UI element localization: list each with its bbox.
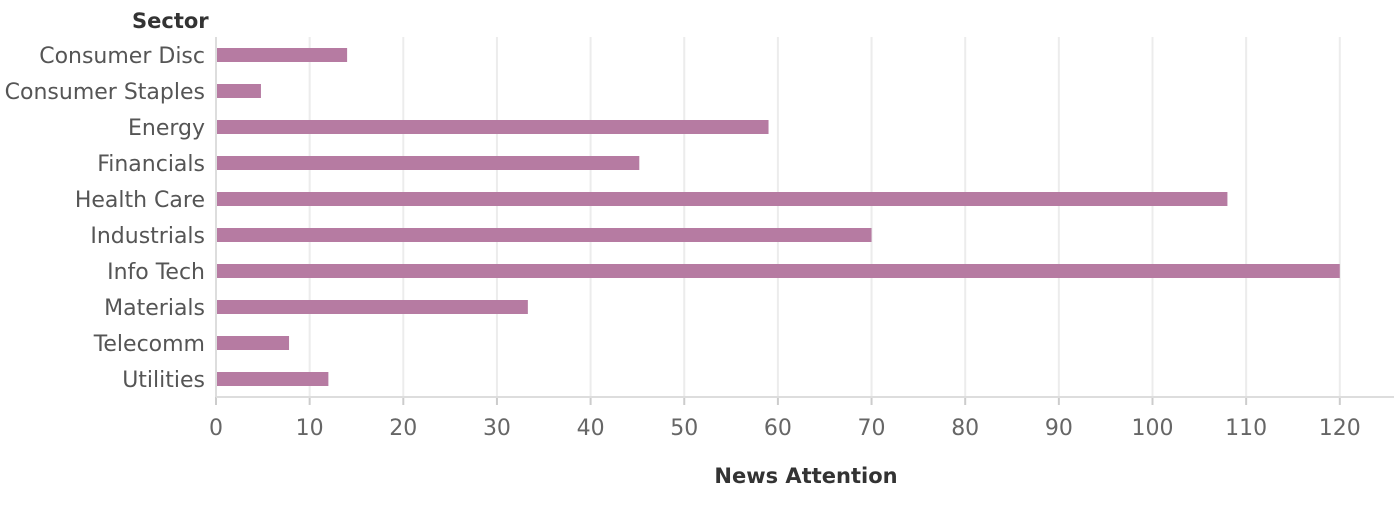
x-tick-label-70: 70 (858, 416, 886, 441)
x-tick-label-80: 80 (951, 416, 979, 441)
y-axis-title: Sector (132, 9, 209, 33)
category-label-consumer-disc: Consumer Disc (39, 44, 205, 69)
bar-info-tech[interactable] (217, 264, 1340, 278)
x-tick-label-120: 120 (1319, 416, 1361, 441)
category-label-health-care: Health Care (75, 188, 205, 213)
bars (217, 48, 1340, 386)
x-tick-label-20: 20 (389, 416, 417, 441)
x-tick-label-100: 100 (1132, 416, 1174, 441)
bar-consumer-disc[interactable] (217, 48, 348, 62)
bar-telecomm[interactable] (217, 336, 290, 350)
bar-materials[interactable] (217, 300, 528, 314)
category-label-industrials: Industrials (90, 224, 205, 249)
x-axis: 0 10 20 30 40 50 60 70 80 90 100 110 120 (209, 37, 1394, 441)
category-label-utilities: Utilities (122, 368, 205, 393)
x-tick-label-30: 30 (483, 416, 511, 441)
bar-financials[interactable] (217, 156, 640, 170)
x-tick-label-110: 110 (1225, 416, 1267, 441)
category-label-energy: Energy (128, 116, 205, 141)
bar-utilities[interactable] (217, 372, 329, 386)
bar-energy[interactable] (217, 120, 769, 134)
category-label-consumer-staples: Consumer Staples (5, 80, 205, 105)
category-label-telecomm: Telecomm (93, 332, 205, 357)
category-label-info-tech: Info Tech (107, 260, 205, 285)
x-tick-label-90: 90 (1045, 416, 1073, 441)
x-axis-title: News Attention (714, 464, 897, 488)
x-tick-label-50: 50 (670, 416, 698, 441)
x-tick-label-40: 40 (577, 416, 605, 441)
category-labels: Consumer Disc Consumer Staples Energy Finan… (5, 44, 205, 393)
bar-consumer-staples[interactable] (217, 84, 261, 98)
x-tick-label-10: 10 (296, 416, 324, 441)
bar-industrials[interactable] (217, 228, 872, 242)
category-label-materials: Materials (104, 296, 205, 321)
x-tick-label-0: 0 (209, 416, 223, 441)
x-tick-label-60: 60 (764, 416, 792, 441)
category-label-financials: Financials (97, 152, 205, 177)
gridlines (308, 37, 1341, 397)
bar-health-care[interactable] (217, 192, 1228, 206)
